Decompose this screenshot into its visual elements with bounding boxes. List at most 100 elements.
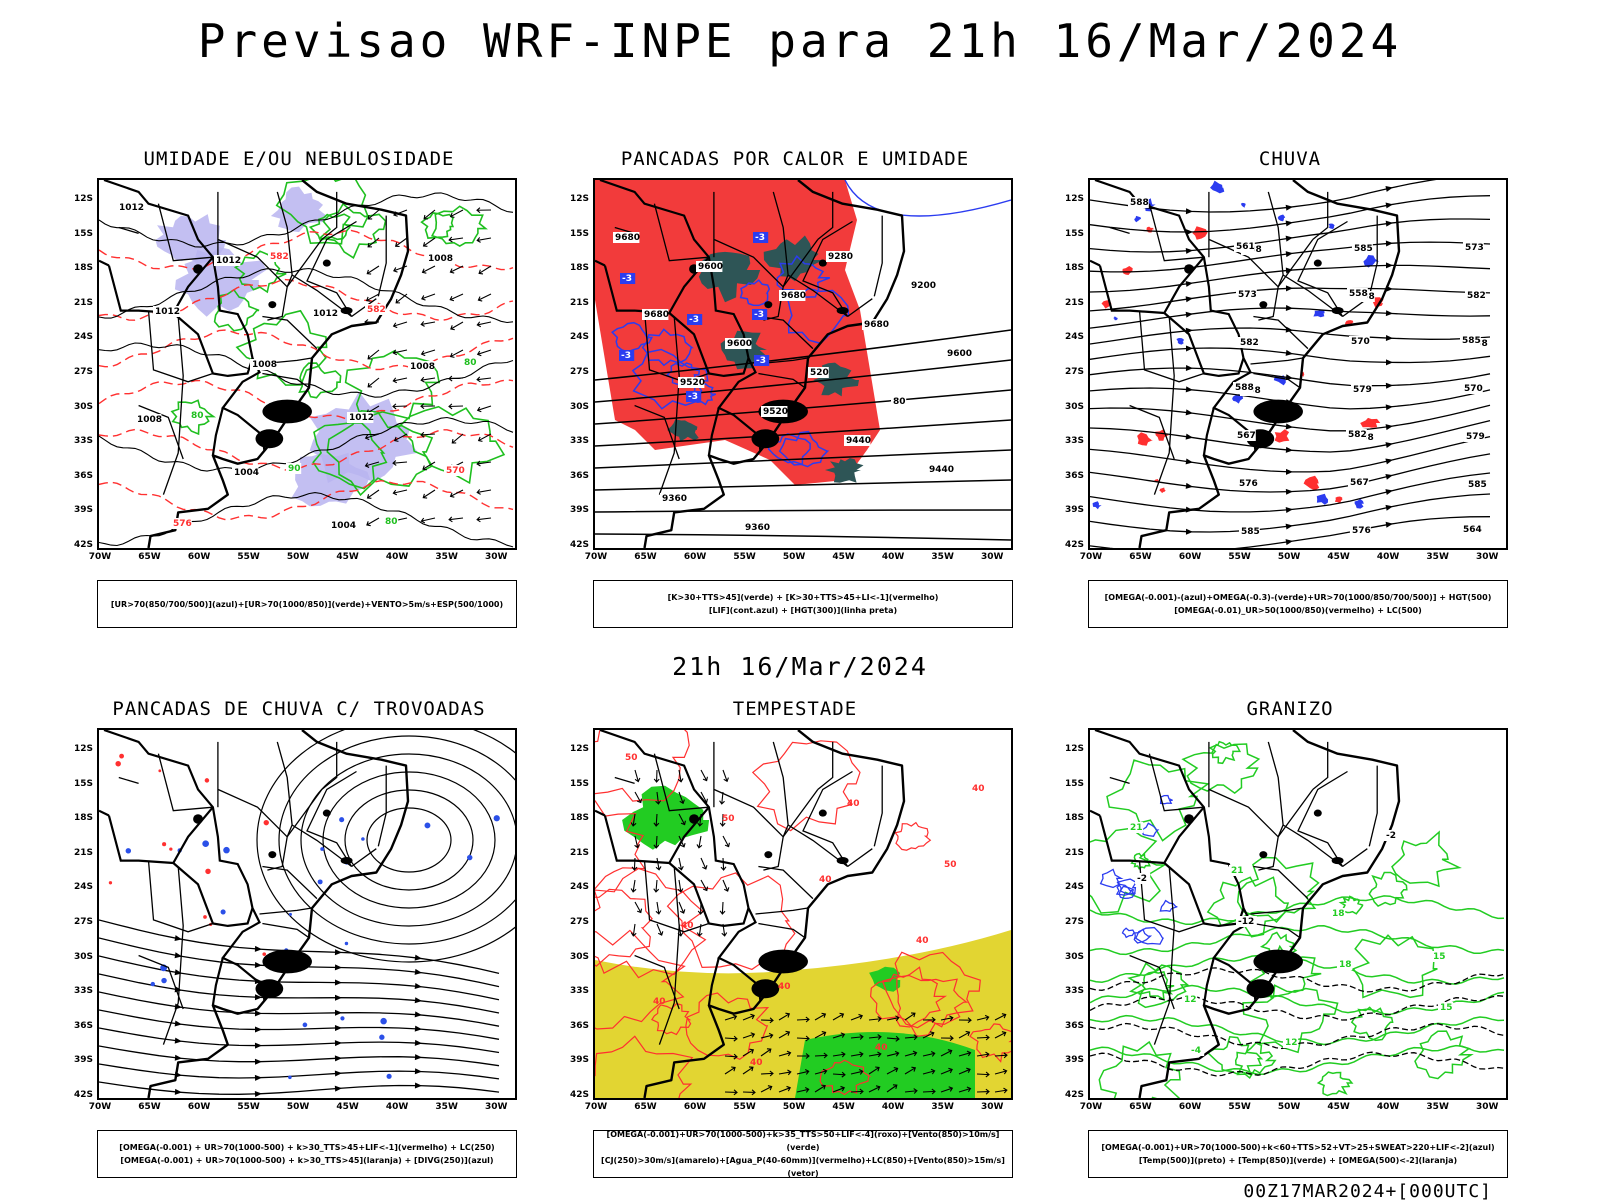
flow-arrow-icon <box>414 983 422 989</box>
wind-vector-icon <box>850 1013 864 1021</box>
panel-legend: [OMEGA(-0.001) + UR>70(1000-500) + k>30_… <box>97 1130 517 1178</box>
temp850-contour <box>1248 944 1322 999</box>
contour-value: 18 <box>1332 909 1345 919</box>
lat-tick-label: 24S <box>1064 882 1084 893</box>
contour-value: 40 <box>653 997 666 1007</box>
streamline <box>278 735 515 945</box>
temp850-contour <box>1090 984 1505 1016</box>
state-border <box>1153 866 1175 1045</box>
state-border <box>262 315 318 350</box>
lon-tick-label: 70W <box>1079 552 1103 562</box>
state-border <box>351 298 377 318</box>
flow-arrow-icon <box>1285 285 1293 292</box>
label-bg <box>311 308 338 319</box>
rain-patch <box>1159 487 1166 494</box>
flow-arrow-icon <box>334 1085 342 1092</box>
wind-vector-icon <box>886 1050 900 1057</box>
contour-label: 40 <box>653 997 666 1007</box>
wind-vector-icon <box>760 1017 774 1024</box>
flow-arrow-icon <box>1385 504 1393 511</box>
lake-shape <box>764 851 773 859</box>
lat-tick-label: 33S <box>73 436 93 447</box>
state-border <box>162 316 184 495</box>
lat-tick-label: 21S <box>73 847 93 858</box>
contour-label: -2 <box>1135 873 1151 884</box>
wind-vector-icon <box>724 1035 738 1042</box>
contour-label: 520 <box>808 367 829 378</box>
wind-vector-icon <box>778 1012 791 1021</box>
temp850-contour <box>1368 871 1408 908</box>
flow-arrow-icon <box>1385 404 1393 411</box>
contour-value: 15 <box>1440 1003 1453 1013</box>
wind-vector-icon <box>958 1086 972 1093</box>
lake-shape <box>1253 399 1303 424</box>
divergence-dot <box>467 854 473 861</box>
lake-shape <box>340 857 353 865</box>
state-border <box>1153 316 1175 495</box>
state-border <box>772 741 789 838</box>
wind-vector-icon <box>832 1032 846 1039</box>
contour-label: 1004 <box>232 467 259 478</box>
lat-tick-label: 33S <box>569 986 589 997</box>
country-border <box>599 730 762 1001</box>
lake-shape <box>836 857 849 865</box>
contour-label: 579 <box>1464 431 1485 442</box>
wind-vector-icon <box>976 1088 990 1095</box>
flow-arrow-icon <box>414 968 422 975</box>
state-border <box>262 372 310 389</box>
label-bg <box>1128 197 1149 208</box>
contour-value: 1012 <box>119 203 144 213</box>
contour-label: 9680 <box>613 232 640 243</box>
lake-shape <box>1184 264 1194 274</box>
map-svg: 9680 9600 9680 9680 9600 9520 9520 9440 9440 9360… <box>595 180 1011 548</box>
contour-label: 9360 <box>743 522 770 533</box>
flow-arrow-icon <box>174 935 182 942</box>
contour-value: -3 <box>621 351 631 361</box>
contour-value: 9360 <box>745 523 770 533</box>
label-bg <box>678 377 705 388</box>
label-bg <box>1438 1002 1454 1013</box>
wind-vector-icon <box>940 1086 954 1093</box>
rain-patch <box>1303 475 1320 491</box>
legend-line: [OMEGA(-0.001) + UR>70(1000-500) + k>30_… <box>119 1143 495 1152</box>
label-bg <box>1235 430 1256 441</box>
hail-risk-contour <box>1159 899 1178 913</box>
state-border <box>118 776 139 785</box>
contour-label: 588 <box>1233 382 1254 393</box>
rain-patch <box>1274 429 1290 443</box>
flow-arrow-icon <box>1185 208 1193 215</box>
contour-value: 9520 <box>763 407 788 417</box>
contour-value: 570 <box>1351 337 1370 347</box>
lat-tick-label: 39S <box>1064 1055 1084 1066</box>
wind-vector-icon <box>958 1030 971 1039</box>
lat-tick-label: 30S <box>1064 401 1084 412</box>
contour-label: 80 <box>462 357 478 368</box>
state-border <box>782 789 819 838</box>
wind-vector-icon <box>478 265 492 275</box>
flow-arrow-icon <box>1185 482 1193 489</box>
contour-value: -2 <box>1137 874 1147 884</box>
label-bg <box>1239 526 1260 537</box>
map-svg: 1012 1012 1012 1008 1008 1004 1004 1008 1012 1008… <box>99 180 514 548</box>
wind-vector-icon <box>476 349 492 357</box>
precip-water-contour <box>595 1035 694 1098</box>
streamline <box>344 789 474 891</box>
lon-tick-label: 35W <box>1426 1102 1449 1112</box>
legend-line: [LIF](cont.azul) + [HGT(300)](linha pret… <box>708 606 898 615</box>
wind-vector-icon <box>366 489 380 499</box>
rain-patch <box>1240 202 1246 208</box>
temp850-contour <box>1090 1044 1505 1076</box>
flow-arrow-icon <box>1385 310 1393 317</box>
wind-vector-icon <box>449 293 464 302</box>
flow-arrow-icon <box>174 952 182 959</box>
lon-tick-label: 50W <box>286 552 310 562</box>
storm-dot <box>119 753 124 759</box>
country-border <box>1163 806 1205 864</box>
state-border <box>1312 191 1329 240</box>
lon-tick-label: 55W <box>237 1102 260 1112</box>
state-border <box>653 203 709 262</box>
lon-tick-label: 50W <box>286 1102 310 1112</box>
rain-patch <box>1316 493 1329 505</box>
hail-risk-contour <box>1135 926 1165 945</box>
contour-value: 582 <box>1240 338 1259 348</box>
